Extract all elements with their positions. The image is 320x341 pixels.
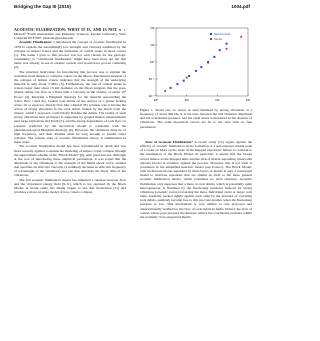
header-left: Bridging the Gap III (2015) bbox=[14, 4, 71, 9]
y-tick-label: 10¹ bbox=[150, 43, 154, 47]
paragraph-text: The principal motivation for introducing… bbox=[14, 69, 126, 145]
figure: 10⁻² 10⁻¹ 10⁰ 10¹ 10² 10⁰ 10¹ 10² 10³ Melosh data… bbox=[149, 26, 251, 102]
page: Bridging the Gap III (2015) 1004.pdf ACO… bbox=[14, 4, 252, 334]
data-point bbox=[169, 86, 172, 89]
paragraph: Acoustic Fluidization: I introduced the … bbox=[14, 40, 126, 69]
y-tick-label: 10⁻² bbox=[149, 94, 155, 98]
paragraph-heading: Acoustic Fluidization: bbox=[19, 40, 53, 45]
data-point bbox=[218, 49, 221, 52]
paragraph: The principal motivation for introducing… bbox=[14, 70, 126, 145]
legend-label: Model bbox=[214, 37, 223, 41]
data-point bbox=[188, 75, 191, 78]
plot-frame bbox=[155, 27, 249, 97]
x-tick-label: 10² bbox=[215, 98, 219, 102]
data-point bbox=[240, 35, 243, 38]
y-tick-label: 10⁰ bbox=[150, 60, 155, 64]
paragraph-text: A recent study [12] argues against the e… bbox=[140, 140, 252, 219]
right-column: Tests of Acoustic Fluidization? A recent… bbox=[140, 140, 252, 334]
left-column: ACOUSTIC FLUIDIZATION: WHAT IT IS, AND I… bbox=[14, 28, 126, 334]
y-tick-label: 10⁻¹ bbox=[149, 77, 155, 81]
x-tick-label: 10³ bbox=[246, 98, 250, 102]
legend-swatch bbox=[210, 33, 212, 35]
paragraph-text: The acoustic fluidization model has been… bbox=[14, 144, 126, 178]
data-point bbox=[225, 47, 228, 50]
authors: H. J. Melosh¹ ¹Earth Atmosphere and Plan… bbox=[14, 28, 126, 41]
paragraph-text: I introduced the concept of acoustic flu… bbox=[14, 40, 126, 70]
legend-label: Melosh data bbox=[214, 32, 231, 36]
data-point bbox=[213, 55, 216, 58]
data-point bbox=[176, 83, 179, 86]
y-tick-label: 10² bbox=[150, 26, 154, 30]
paragraph: The full acoustic fluidization model has… bbox=[14, 178, 126, 195]
data-point bbox=[225, 42, 228, 45]
paragraph-heading: Tests of Acoustic Fluidization? bbox=[145, 140, 193, 144]
data-point bbox=[207, 61, 210, 64]
header-right: 1004.pdf bbox=[231, 4, 250, 9]
legend-swatch bbox=[210, 38, 212, 40]
paragraph-text: The full acoustic fluidization model has… bbox=[14, 177, 126, 195]
x-tick-label: 10⁰ bbox=[154, 98, 159, 102]
title: ACOUSTIC FLUIDIZATION: WHAT IT IS, AND I… bbox=[14, 28, 118, 32]
data-point bbox=[185, 76, 188, 79]
caption: Figure 1. Strain rate vs. stress in sand… bbox=[140, 108, 252, 129]
data-point bbox=[164, 89, 167, 92]
data-point bbox=[200, 66, 203, 69]
data-point bbox=[194, 69, 197, 72]
x-tick-label: 10¹ bbox=[184, 98, 188, 102]
paragraph: The acoustic fluidization model has been… bbox=[14, 144, 126, 177]
data-point bbox=[182, 79, 185, 82]
paragraph: Tests of Acoustic Fluidization? A recent… bbox=[140, 140, 252, 219]
